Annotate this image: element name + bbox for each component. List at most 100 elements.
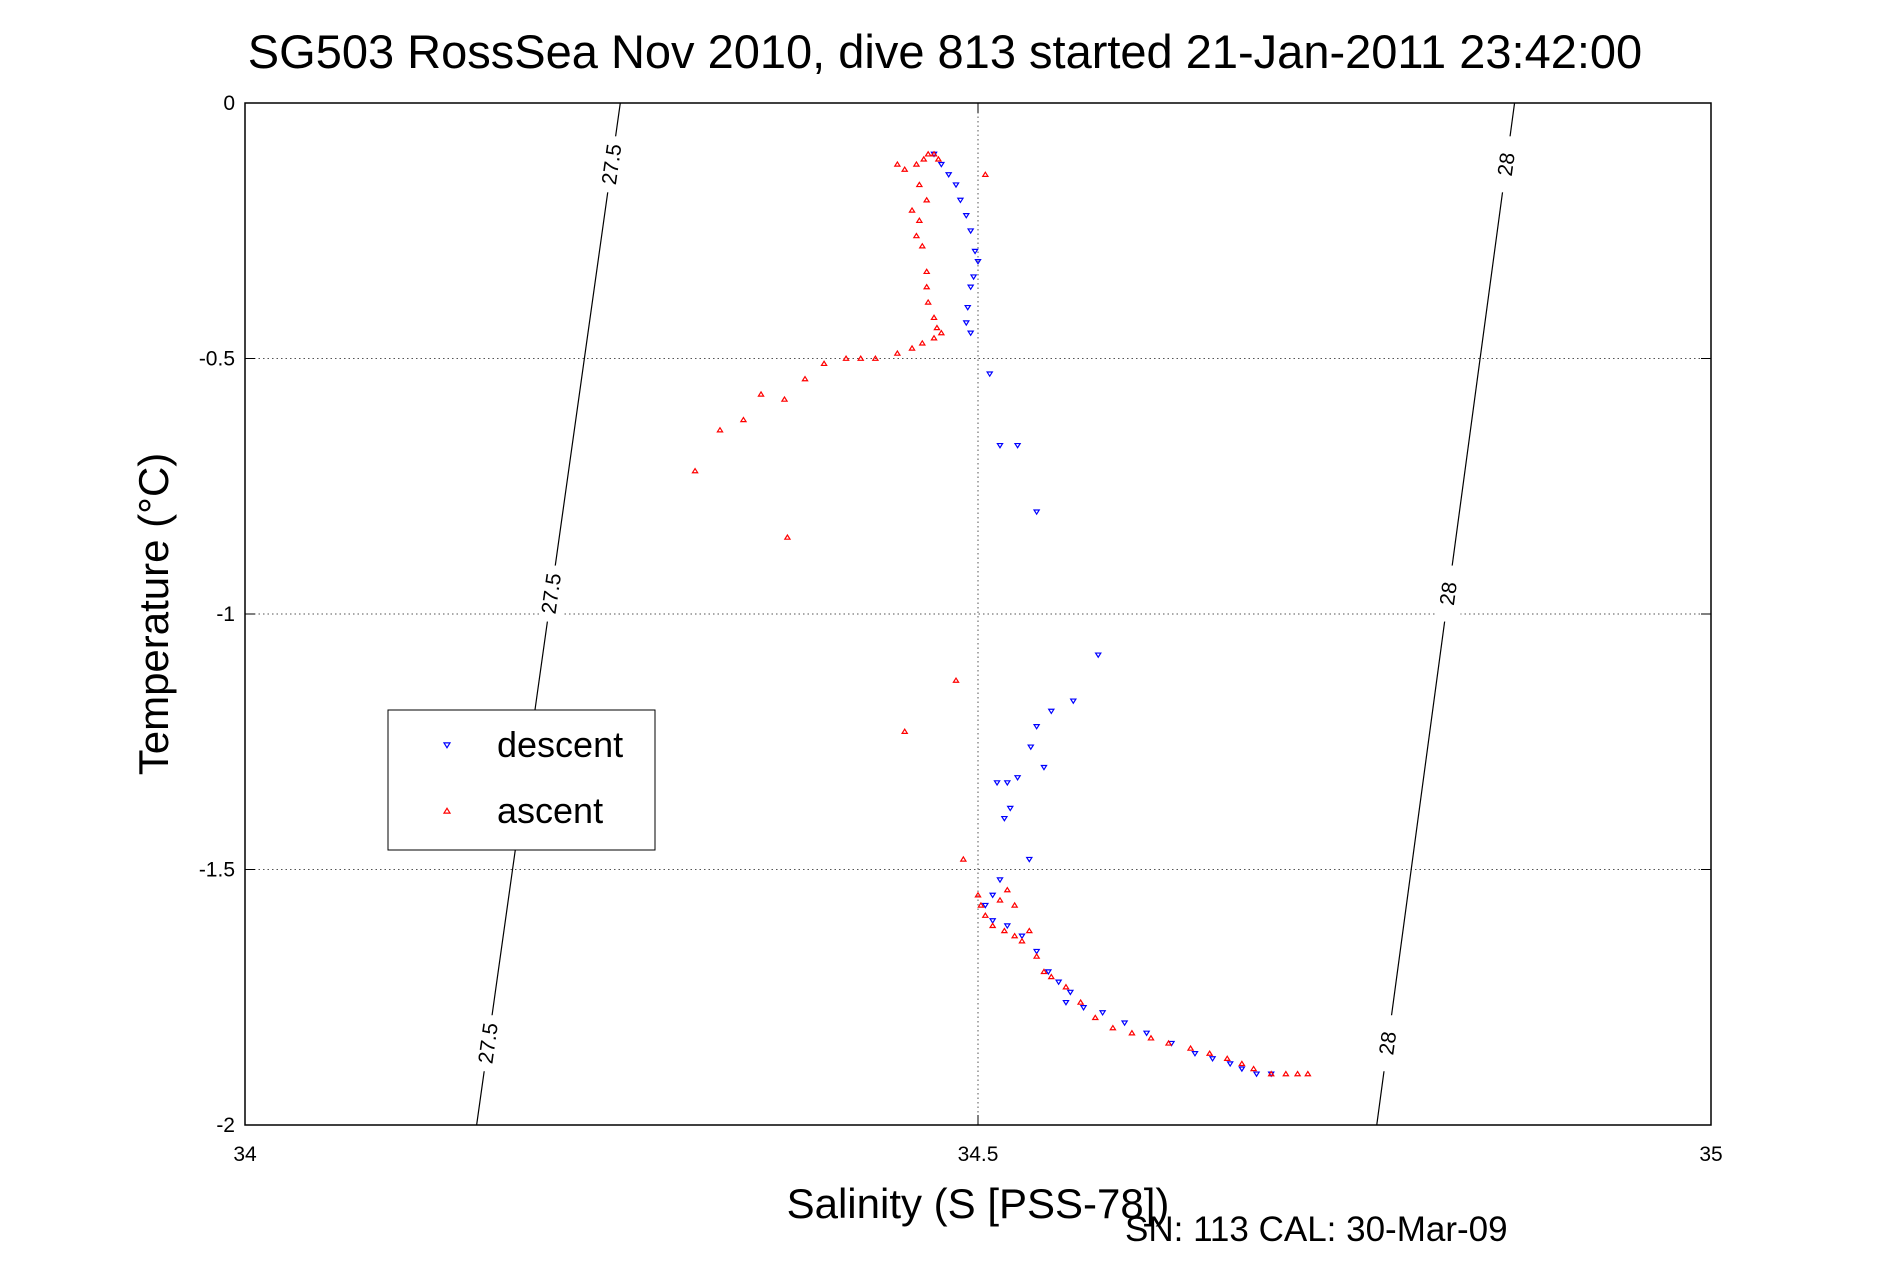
ascent-point	[1032, 952, 1041, 959]
ascent-point	[918, 339, 926, 346]
ascent-point	[1186, 1044, 1195, 1051]
descent-point	[1142, 1030, 1151, 1037]
x-axis-label: Salinity (S [PSS-78])	[787, 1180, 1170, 1227]
descent-point	[944, 172, 953, 179]
ascent-point	[780, 395, 789, 402]
isopycnal-label-gap	[599, 136, 624, 193]
axis-ticks: 34 34.5 35 0 -0.5 -1 -1.5 -2	[199, 92, 1723, 1166]
ascent-point	[801, 375, 809, 382]
ascent-point	[1293, 1070, 1302, 1077]
descent-point	[937, 161, 946, 168]
ascent-point	[757, 390, 765, 397]
descent-point	[1062, 999, 1070, 1006]
ascent-point	[901, 165, 909, 172]
isopycnal-label: 27.5	[598, 143, 626, 187]
ascent-point	[930, 150, 938, 157]
ascent-point	[988, 922, 997, 929]
ascent-point	[871, 355, 880, 361]
ascent-point	[923, 196, 931, 203]
y-axis-label: Temperature (°C)	[130, 453, 177, 776]
x-tick-label: 35	[1699, 1143, 1722, 1166]
ascent-point	[959, 855, 968, 862]
descent-point	[1208, 1056, 1217, 1063]
isopycnal-label-gap	[539, 565, 564, 622]
ascent-point	[901, 728, 909, 734]
ascent-point	[716, 426, 724, 433]
ascent-point	[1010, 901, 1019, 908]
descent-point	[962, 320, 970, 327]
ascent-point	[691, 467, 699, 474]
ascent-point	[1040, 968, 1048, 975]
descent-point	[988, 918, 997, 925]
ascent-point	[1091, 1014, 1099, 1021]
ascent-point	[908, 206, 916, 213]
chart-title: SG503 RossSea Nov 2010, dive 813 started…	[248, 25, 1642, 78]
ascent-point	[1147, 1034, 1155, 1041]
descent-point	[1069, 698, 1077, 705]
isopycnal-label-gap	[476, 1015, 501, 1072]
ascent-point	[924, 150, 932, 157]
ascent-point	[912, 232, 921, 239]
descent-point	[988, 892, 997, 899]
descent-point	[1032, 948, 1041, 955]
descent-point	[1032, 723, 1041, 730]
ascent-point	[930, 334, 938, 341]
isopycnal-label: 28	[1375, 1030, 1401, 1056]
descent-point	[952, 182, 960, 189]
ascent-point	[923, 283, 931, 290]
descent-point	[1066, 989, 1075, 996]
descent-point	[1047, 708, 1055, 715]
descent-point	[1098, 1010, 1107, 1017]
ascent-point	[1205, 1049, 1214, 1056]
descent-point	[981, 902, 990, 909]
ascent-point	[918, 242, 926, 249]
ascent-point	[920, 155, 928, 162]
ascent-point	[930, 314, 938, 321]
descent-point	[1000, 815, 1009, 822]
isopycnal-label: 27.5	[474, 1021, 502, 1065]
ascent-point	[923, 268, 931, 275]
descent-point	[986, 371, 994, 378]
ascent-point	[1223, 1055, 1231, 1061]
descent-point	[1238, 1066, 1246, 1073]
ascent-point	[981, 912, 990, 918]
descent-point	[1226, 1061, 1234, 1068]
ascent-point	[857, 355, 865, 361]
ascent-point	[1010, 932, 1019, 939]
isopycnal-label: 28	[1494, 151, 1520, 177]
descent-point	[1013, 775, 1022, 781]
descent-point	[956, 197, 965, 204]
data-points	[691, 150, 1312, 1078]
descent-point	[966, 330, 975, 337]
descent-point	[1018, 933, 1026, 940]
isopycnal-lines: 27.5 27.5 27.5 28 28 28	[474, 102, 1520, 1126]
x-tick-label: 34	[233, 1143, 257, 1166]
ascent-point	[739, 416, 748, 423]
ascent-point	[1109, 1024, 1117, 1031]
ascent-point	[915, 181, 924, 188]
ascent-point	[924, 298, 932, 305]
y-tick-label: -1	[216, 603, 235, 626]
legend-label-ascent: ascent	[497, 790, 603, 831]
ascent-point	[1238, 1060, 1246, 1067]
descent-point	[1003, 780, 1012, 787]
ascent-point	[1003, 886, 1012, 893]
descent-point	[1120, 1020, 1129, 1027]
ascent-point	[952, 676, 960, 683]
ascent-point	[908, 344, 916, 351]
ascent-point	[937, 329, 946, 336]
ascent-point	[820, 360, 828, 367]
descent-point	[1079, 1005, 1088, 1011]
ascent-point	[1267, 1070, 1275, 1077]
legend-marker-descent	[442, 742, 452, 749]
ascent-point	[974, 891, 982, 898]
ascent-point	[1062, 983, 1070, 990]
legend-marker-ascent	[442, 807, 452, 814]
y-tick-label: 0	[223, 92, 235, 115]
descent-point	[969, 274, 978, 281]
ascent-point	[1025, 927, 1033, 934]
descent-point	[1054, 979, 1063, 986]
ascent-point	[915, 217, 924, 223]
ascent-point	[1076, 998, 1085, 1005]
